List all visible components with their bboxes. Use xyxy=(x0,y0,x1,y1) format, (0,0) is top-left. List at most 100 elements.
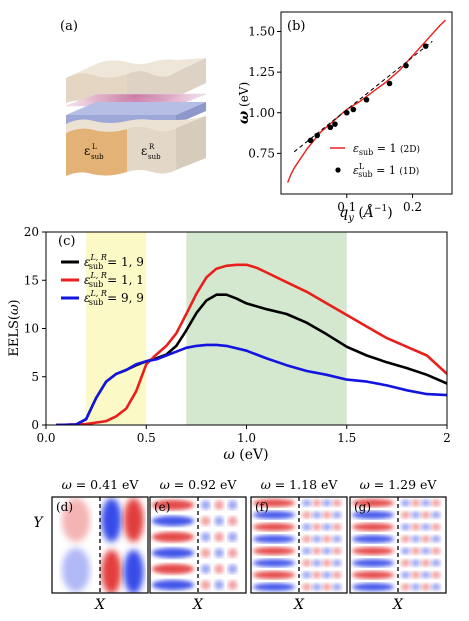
map-blob xyxy=(227,548,238,558)
chart-b-ytick-label: 1.00 xyxy=(248,106,275,120)
chart-b-fit-line xyxy=(293,40,433,153)
map-xlabel: X xyxy=(392,597,404,613)
map-blob xyxy=(200,548,211,558)
blue-slab-front xyxy=(66,115,176,124)
svg-text:ω (eV): ω (eV) xyxy=(236,82,252,124)
map-blob xyxy=(332,499,342,507)
map-blob xyxy=(332,571,342,579)
chart-b-xtick-label: 0.2 xyxy=(403,200,422,214)
map-blob xyxy=(431,583,441,591)
map-blob xyxy=(421,535,431,543)
map-blob xyxy=(311,559,322,567)
map-blob xyxy=(322,499,332,507)
field-maps: (d) ω = 0.41 eV X Y (e) ω = 0.92 eV X (f) ω = 1.… xyxy=(33,477,447,613)
map-xlabel: X xyxy=(192,597,204,613)
map-blob xyxy=(123,498,144,543)
map-blob xyxy=(421,583,431,591)
map-blob xyxy=(421,523,431,531)
map-frame xyxy=(349,496,447,594)
map-blob xyxy=(301,583,312,591)
map-blob xyxy=(214,548,224,558)
bottom-block-top-face xyxy=(66,116,206,133)
map-stripe xyxy=(252,535,296,543)
field-map-d: (d) ω = 0.41 eV X Y xyxy=(33,477,149,613)
map-title-d: ω = 0.41 eV xyxy=(62,477,140,492)
map-blob xyxy=(301,559,312,567)
map-xlabel: X xyxy=(293,597,305,613)
chart-c-shaded-region xyxy=(186,232,347,425)
map-stripe xyxy=(252,511,296,519)
map-blob xyxy=(227,500,238,510)
map-blob xyxy=(311,523,322,531)
map-blob xyxy=(410,559,421,567)
chart-b-point xyxy=(403,62,409,69)
panel-label-f: (f) xyxy=(255,500,269,514)
map-blob xyxy=(200,500,211,510)
map-blob xyxy=(322,511,332,519)
map-blob xyxy=(400,511,411,519)
map-blob xyxy=(332,547,342,555)
map-blob xyxy=(200,516,211,526)
map-blob xyxy=(421,571,431,579)
chart-b-ylabel: ω (eV) xyxy=(236,82,252,124)
map-blob xyxy=(311,535,322,543)
map-stripe xyxy=(252,571,296,579)
chart-c-xtick-label: 1.0 xyxy=(237,431,256,445)
map-blob xyxy=(62,547,90,592)
chart-c-ytick-label: 0 xyxy=(31,418,39,432)
svg-text:sub: sub xyxy=(148,153,161,161)
panel-label-e: (e) xyxy=(154,500,170,514)
map-blob xyxy=(311,583,322,591)
map-blob xyxy=(311,511,322,519)
map-blob xyxy=(400,523,411,531)
map-stripe xyxy=(351,499,395,507)
chart-c-xlabel: ω (eV) xyxy=(223,447,268,463)
map-stripe xyxy=(351,571,395,579)
right-substrate-label: ε sub R xyxy=(141,143,161,161)
map-blob xyxy=(332,583,342,591)
chart-b-ytick-label: 1.50 xyxy=(248,25,275,39)
map-title-f: ω = 1.18 eV xyxy=(261,477,339,492)
schematic-panel-a: (a) ε sub L ε sub R xyxy=(60,19,207,176)
field-map-g: (g) ω = 1.29 eV X xyxy=(349,477,447,613)
chart-b-point xyxy=(332,121,338,127)
map-stripe xyxy=(252,499,296,507)
top-block-top-face xyxy=(66,58,206,78)
map-blob xyxy=(410,511,421,519)
map-blob xyxy=(227,532,238,542)
legend-b-label-1d: εL sub = 1 (1D) xyxy=(353,162,419,179)
map-ylabel: Y xyxy=(33,515,44,531)
map-stripe xyxy=(252,583,296,591)
map-blob xyxy=(400,499,411,507)
chart-b-point xyxy=(327,124,334,131)
map-stripe xyxy=(151,547,195,559)
map-blob xyxy=(421,559,431,567)
map-blob xyxy=(301,511,312,519)
map-frame xyxy=(250,496,348,594)
map-blob xyxy=(301,571,312,579)
chart-b-point xyxy=(314,132,320,139)
blue-slab-top xyxy=(66,102,206,115)
map-blob xyxy=(62,498,90,543)
svg-text:ε: ε xyxy=(84,144,90,158)
map-blob xyxy=(123,549,144,593)
svg-text:R: R xyxy=(149,143,155,151)
chart-c-xtick-label: 2 xyxy=(443,431,451,445)
map-blob xyxy=(410,523,421,531)
map-blob xyxy=(431,499,441,507)
chart-c-xtick-label: 0.5 xyxy=(137,431,156,445)
map-stripe xyxy=(252,523,296,531)
map-stripe xyxy=(252,559,296,567)
panel-label-b: (b) xyxy=(287,19,305,34)
map-blob xyxy=(101,549,122,593)
map-blob xyxy=(322,583,332,591)
map-title-e: ω = 0.92 eV xyxy=(160,477,238,492)
chart-b-xlabel: qy (Å−1) xyxy=(339,203,392,224)
map-blob xyxy=(400,571,411,579)
svg-text:ε: ε xyxy=(141,144,147,158)
map-stripe xyxy=(351,535,395,543)
map-blob xyxy=(410,547,421,555)
chart-b-ytick-label: 1.25 xyxy=(248,65,275,79)
